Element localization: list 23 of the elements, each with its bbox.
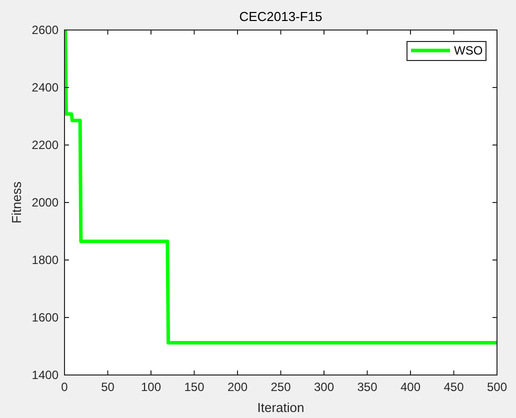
x-axis-title: Iteration: [257, 400, 304, 415]
chart-title: CEC2013-F15: [239, 9, 322, 24]
x-tick-label: 100: [140, 380, 162, 394]
line-series: [64, 30, 497, 345]
legend-label: WSO: [454, 44, 483, 58]
x-tick-label: 50: [101, 380, 115, 394]
x-tick-label: 400: [400, 380, 421, 394]
x-tick-label: 0: [61, 380, 68, 394]
x-tick-label: 500: [486, 380, 508, 394]
y-tick-label: 1400: [32, 368, 59, 382]
x-tick-label: 250: [270, 380, 292, 394]
y-tick-label: 2400: [32, 80, 59, 95]
x-tick-label: 450: [444, 380, 464, 394]
y-tick-label: 2000: [32, 196, 59, 210]
x-tick-label: 300: [314, 380, 334, 394]
y-tick-label: 2600: [32, 23, 59, 38]
y-tick-label: 1600: [32, 310, 59, 325]
x-tick-label: 150: [184, 380, 205, 394]
x-tick-label: 350: [357, 380, 378, 394]
y-tick-label: 2200: [32, 138, 59, 152]
y-tick-label: 1800: [32, 253, 59, 268]
y-axis-title: Fitness: [9, 181, 24, 224]
x-tick-label: 200: [227, 380, 248, 394]
